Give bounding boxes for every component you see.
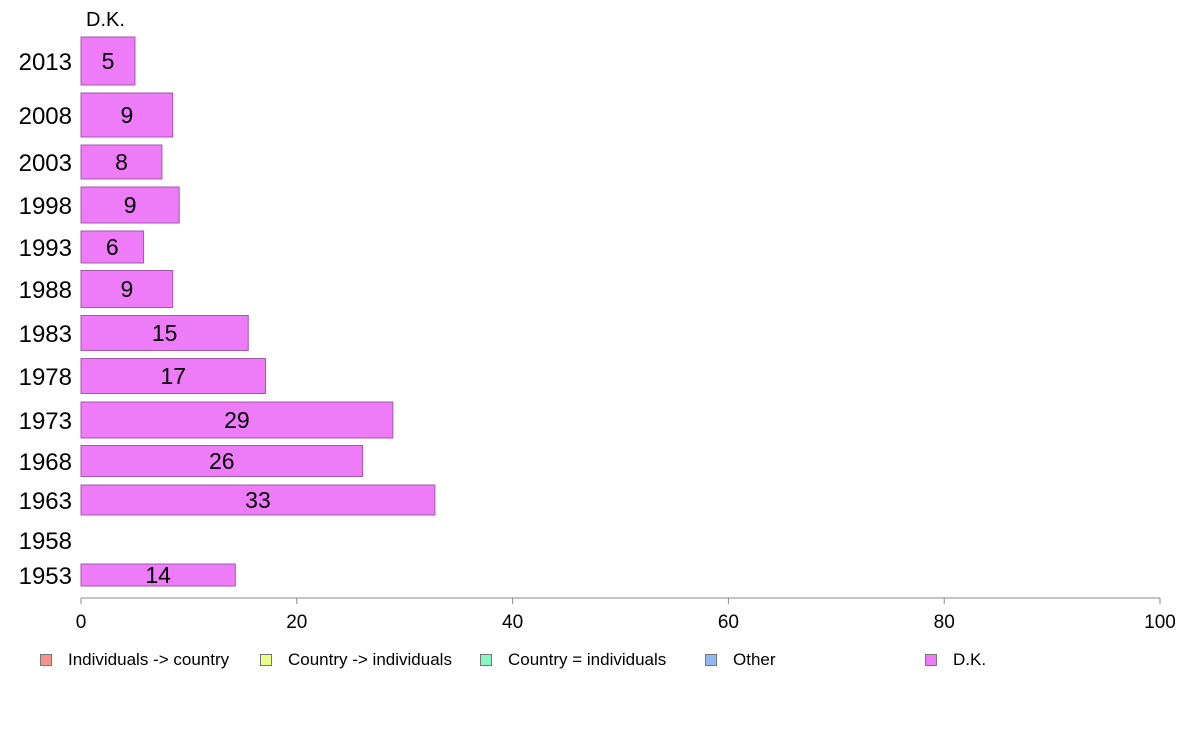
legend-label: Individuals -> country [68, 650, 230, 669]
y-tick-label: 1998 [19, 193, 72, 220]
legend-item: Other [705, 650, 776, 670]
legend-item: Country = individuals [480, 650, 666, 670]
bar-1963 [80, 484, 436, 516]
x-tick-label: 40 [502, 612, 523, 633]
legend-swatch [260, 654, 272, 666]
y-tick-label: 1988 [19, 277, 72, 304]
bar-1993 [80, 230, 145, 264]
legend-item: Country -> individuals [260, 650, 452, 670]
x-tick-label: 80 [934, 612, 955, 633]
bar-value-label: 5 [102, 48, 115, 74]
y-axis-labels: 2013 2008 2003 1998 1993 1988 1983 1978 1973 1968… [19, 49, 72, 590]
x-tick-label: 60 [718, 612, 739, 633]
bar-value-label: 15 [152, 320, 178, 346]
legend-label: Country = individuals [508, 650, 667, 669]
bar-value-label: 14 [145, 562, 171, 588]
bar-1988 [80, 270, 174, 308]
bar-value-label: 9 [120, 276, 133, 302]
legend-label: D.K. [953, 650, 987, 669]
bar-1983 [80, 315, 249, 351]
bar-value-label: 6 [106, 234, 119, 260]
bar-value-label: 33 [245, 487, 271, 513]
legend-swatch [40, 654, 52, 666]
y-tick-label: 1978 [19, 364, 72, 391]
legend-swatch [480, 654, 492, 666]
bar-1998 [80, 186, 180, 224]
y-tick-label: 1968 [19, 449, 72, 476]
bar-value-label: 29 [224, 407, 250, 433]
y-tick-label: 1953 [19, 563, 72, 590]
legend-label: Country -> individuals [288, 650, 452, 669]
bar-value-label: 9 [124, 192, 137, 218]
bar-2003 [80, 144, 163, 180]
bar-1973 [80, 401, 394, 439]
x-tick-label: 20 [286, 612, 307, 633]
y-tick-label: 1973 [19, 408, 72, 435]
bar-1968 [80, 445, 364, 477]
y-tick-label: 1993 [19, 235, 72, 262]
bar-value-label: 26 [209, 448, 235, 474]
bar-1978 [80, 358, 267, 394]
bar-1953 [80, 563, 236, 587]
x-tick-label: 100 [1144, 612, 1176, 633]
y-tick-label: 1983 [19, 321, 72, 348]
bar-2013 [80, 36, 136, 86]
y-tick-label: 2003 [19, 150, 72, 177]
legend-swatch [925, 654, 937, 666]
bar-2008 [80, 92, 174, 138]
y-tick-label: 2013 [19, 49, 72, 76]
y-tick-label: 2008 [19, 103, 72, 130]
legend-swatch [705, 654, 717, 666]
bar-value-label: 17 [160, 363, 186, 389]
x-axis-ticks: 0 20 40 60 80 100 [76, 598, 1176, 633]
bar-value-label: 8 [115, 149, 128, 175]
y-tick-label: 1958 [19, 528, 72, 555]
panel-title: D.K. [86, 9, 125, 31]
y-tick-label: 1963 [19, 488, 72, 515]
legend: Individuals -> country Country -> individ… [40, 650, 1160, 674]
x-tick-label: 0 [76, 612, 87, 633]
legend-item: D.K. [925, 650, 986, 670]
bar-value-label: 9 [120, 102, 133, 128]
legend-label: Other [733, 650, 776, 669]
legend-item: Individuals -> country [40, 650, 229, 670]
